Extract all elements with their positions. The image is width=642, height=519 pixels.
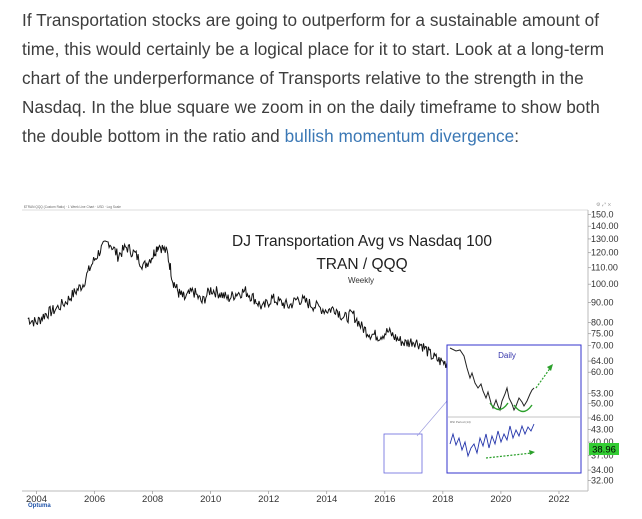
y-tick-label: 130.00 xyxy=(591,234,619,244)
inset-arrow-line xyxy=(535,366,552,389)
y-tick-label: 75.00 xyxy=(591,329,614,339)
y-tick-label: 43.00 xyxy=(591,425,614,435)
y-tick-label: 37.00 xyxy=(591,451,614,461)
chart-subtitle: TRAN / QQQ xyxy=(316,256,407,273)
inset-bottom-arc-2 xyxy=(513,404,533,413)
y-tick-label: 64.00 xyxy=(591,356,614,366)
x-axis-ticks: 2004 2006 2008 2010 2012 2014 2016 2018 2020 2022 xyxy=(26,491,570,505)
optuma-watermark: Optuma xyxy=(28,503,51,509)
inset-divergence-arrow-head xyxy=(529,450,535,455)
x-tick-label: 2010 xyxy=(200,494,221,505)
y-tick-label: 60.00 xyxy=(591,367,614,377)
y-tick-label: 32.00 xyxy=(591,476,614,486)
x-tick-label: 2020 xyxy=(490,494,511,505)
inset-connector-line xyxy=(416,400,448,437)
x-tick-label: 2018 xyxy=(432,494,453,505)
last-value-tag xyxy=(589,443,619,455)
inset-indicator-label: RSI Period (14) xyxy=(450,420,471,424)
chart-image: $TRAN:QQQ (Custom Ratio) · 1 Week Line C… xyxy=(20,198,622,510)
highlight-box xyxy=(383,433,423,474)
chart-header-text: $TRAN:QQQ (Custom Ratio) · 1 Week Line C… xyxy=(24,205,121,209)
y-tick-label: 40.00 xyxy=(591,437,614,447)
y-tick-label: 46.00 xyxy=(591,413,614,423)
paragraph-colon: : xyxy=(514,126,520,146)
y-tick-label: 80.00 xyxy=(591,318,614,328)
ratio-chart: $TRAN:QQQ (Custom Ratio) · 1 Week Line C… xyxy=(22,202,619,509)
y-tick-label: 140.00 xyxy=(591,221,619,231)
y-tick-label: 34.00 xyxy=(591,465,614,475)
paragraph-text: If Transportation stocks are going to ou… xyxy=(22,10,605,146)
timeframe-label: Weekly xyxy=(348,276,374,285)
inset-divergence-arrow xyxy=(485,452,533,459)
last-value-label: 38.96 xyxy=(592,445,616,456)
y-tick-label: 150.0 xyxy=(591,209,614,219)
x-tick-label: 2006 xyxy=(84,494,105,505)
daily-zoom-inset: Daily RSI Period (14) xyxy=(446,344,582,474)
y-tick-label: 100.00 xyxy=(591,279,619,289)
y-tick-label: 53.00 xyxy=(591,389,614,399)
inset-arrow-head xyxy=(547,364,553,371)
y-tick-label: 110.00 xyxy=(591,263,618,273)
y-tick-label: 90.00 xyxy=(591,297,614,307)
x-tick-label: 2008 xyxy=(142,494,163,505)
chart-toolbar-icons[interactable]: ⚙ ⤢ ⨯ xyxy=(596,202,611,208)
bullish-momentum-divergence-link[interactable]: bullish momentum divergence xyxy=(284,126,515,146)
inset-indicator-line xyxy=(449,423,535,458)
y-tick-label: 50.00 xyxy=(591,399,614,409)
main-series xyxy=(27,240,519,461)
x-tick-label: 2014 xyxy=(316,494,337,505)
inset-daily-label: Daily xyxy=(498,351,516,360)
article-paragraph: If Transportation stocks are going to ou… xyxy=(22,6,620,151)
chart-title: DJ Transportation Avg vs Nasdaq 100 xyxy=(232,233,492,250)
x-tick-label: 2022 xyxy=(548,494,569,505)
x-tick-label: 2012 xyxy=(258,494,279,505)
inset-bottom-arc-1 xyxy=(489,402,509,411)
y-tick-label: 70.00 xyxy=(591,341,614,351)
y-axis-ticks: 150.0 140.00 130.00 120.00 110.00 100.00 90.00… xyxy=(588,209,619,486)
y-tick-label: 120.00 xyxy=(591,248,619,258)
inset-price-line xyxy=(449,347,535,412)
ratio-line xyxy=(27,240,519,461)
x-tick-label: 2016 xyxy=(374,494,395,505)
x-tick-label: 2004 xyxy=(26,494,47,505)
